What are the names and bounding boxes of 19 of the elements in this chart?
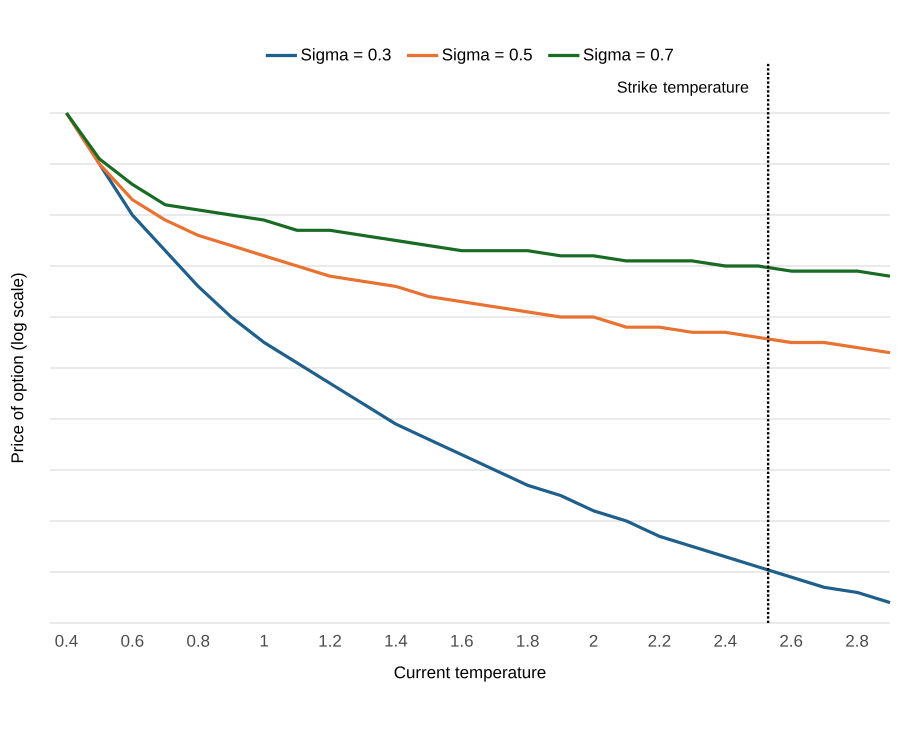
x-tick-label: 2.4 (714, 634, 737, 647)
x-tick-label: 1.6 (451, 634, 473, 647)
x-tick-label: 1.8 (517, 634, 539, 647)
x-tick-label: 2.8 (846, 634, 868, 647)
legend-label: Sigma = 0.7 (584, 48, 673, 64)
x-tick-label: 0.6 (121, 634, 144, 647)
legend-label: Sigma = 0.3 (301, 48, 391, 64)
x-axis-title: Current temperature (394, 666, 546, 682)
x-tick-label: 2 (590, 634, 598, 647)
x-tick-label: 2.2 (648, 634, 670, 647)
ref-line-label: Strike temperature (618, 81, 748, 96)
x-tick-label: 2.6 (780, 634, 802, 647)
x-tick-label: 0.4 (55, 634, 78, 647)
x-tick-label: 1 (260, 634, 268, 646)
x-tick-label: 1.4 (385, 634, 408, 646)
y-axis-title: Price of option (log scale) (10, 274, 27, 462)
x-tick-label: 0.8 (187, 634, 210, 647)
legend-label: Sigma = 0.5 (442, 48, 532, 64)
x-tick-label: 1.2 (320, 634, 341, 647)
